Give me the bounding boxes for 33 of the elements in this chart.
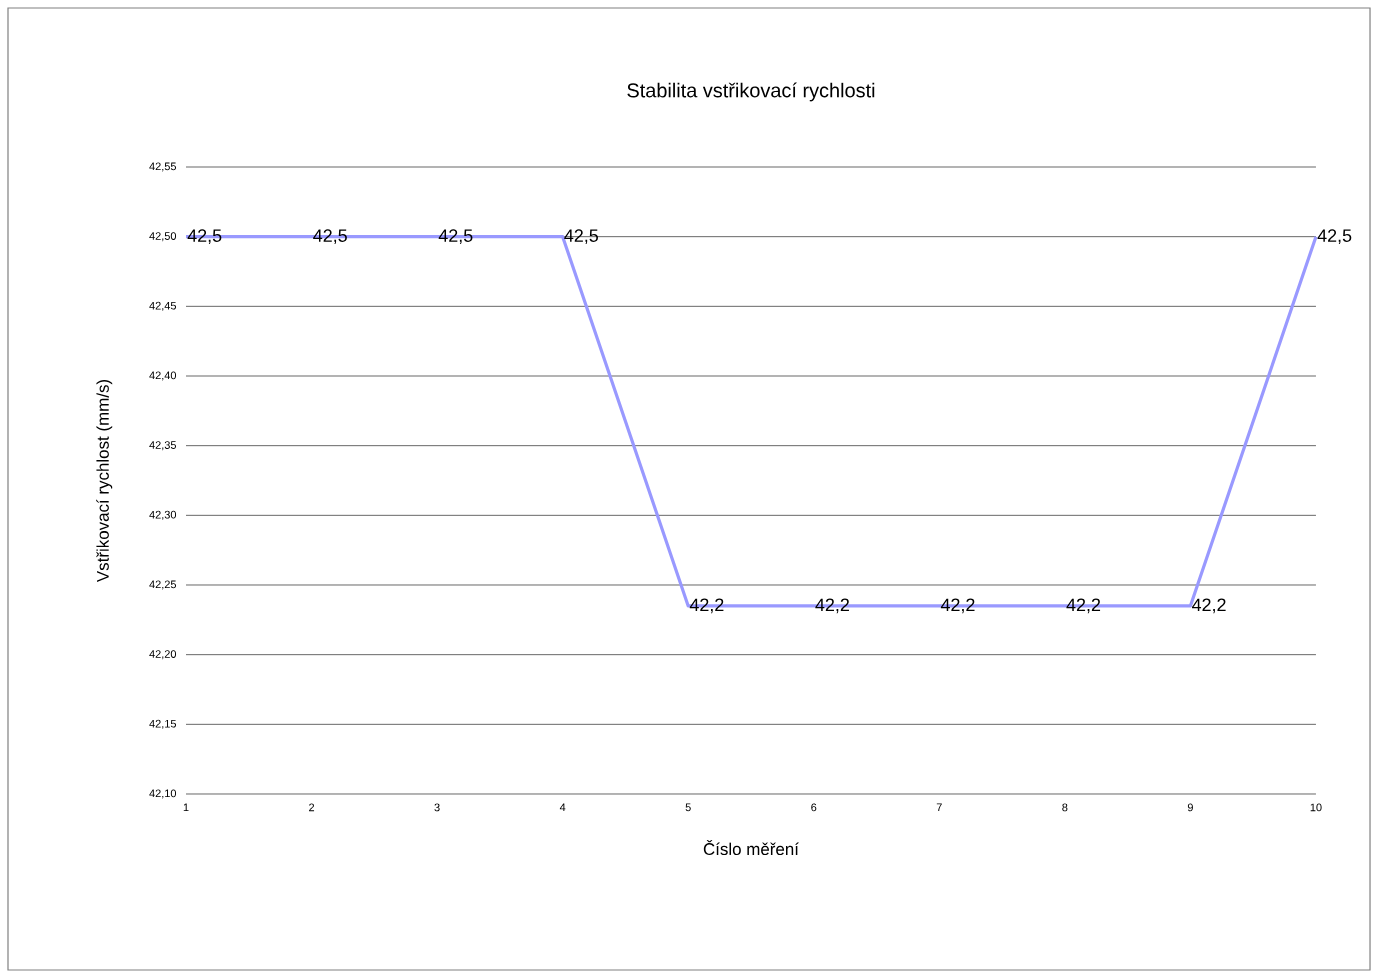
y-tick-label: 42,25 xyxy=(149,580,177,590)
x-tick-label: 9 xyxy=(1187,803,1193,812)
y-tick-label: 42,10 xyxy=(149,789,177,799)
y-tick-label: 42,15 xyxy=(149,719,177,729)
y-tick-label: 42,35 xyxy=(149,441,177,451)
y-tick-label: 42,30 xyxy=(149,510,177,520)
text: 42,5 xyxy=(313,229,347,245)
text: 42,2 xyxy=(940,598,975,614)
chart-title: Stabilita vstřikovací rychlosti xyxy=(627,82,875,102)
text: 42,5 xyxy=(1317,229,1352,245)
x-tick-label: 3 xyxy=(434,803,440,812)
x-tick-label: 7 xyxy=(936,803,942,812)
text: 42,5 xyxy=(187,229,222,245)
x-tick-label: 10 xyxy=(1310,803,1322,812)
x-tick-label: 2 xyxy=(309,803,315,812)
x-tick-label: 8 xyxy=(1062,803,1068,812)
y-tick-label: 42,40 xyxy=(149,371,177,381)
y-tick-label: 42,55 xyxy=(149,162,177,172)
text: 42,2 xyxy=(689,598,724,614)
y-tick-label: 42,20 xyxy=(149,650,177,660)
text: 42,2 xyxy=(1066,598,1101,614)
x-tick-label: 1 xyxy=(183,803,189,812)
y-tick-label: 42,45 xyxy=(149,301,177,311)
x-tick-label: 5 xyxy=(685,803,691,812)
text: 42,2 xyxy=(815,598,849,614)
text: 42,5 xyxy=(564,229,598,245)
text: 42,5 xyxy=(438,229,473,245)
x-tick-label: 6 xyxy=(811,803,817,812)
y-axis-title: Vstřikovací rychlost (mm/s) xyxy=(96,379,113,583)
x-axis-title: Číslo měření xyxy=(703,840,799,856)
text: 42,2 xyxy=(1192,598,1226,614)
x-tick-label: 4 xyxy=(559,803,566,812)
y-tick-label: 42,50 xyxy=(149,232,177,242)
